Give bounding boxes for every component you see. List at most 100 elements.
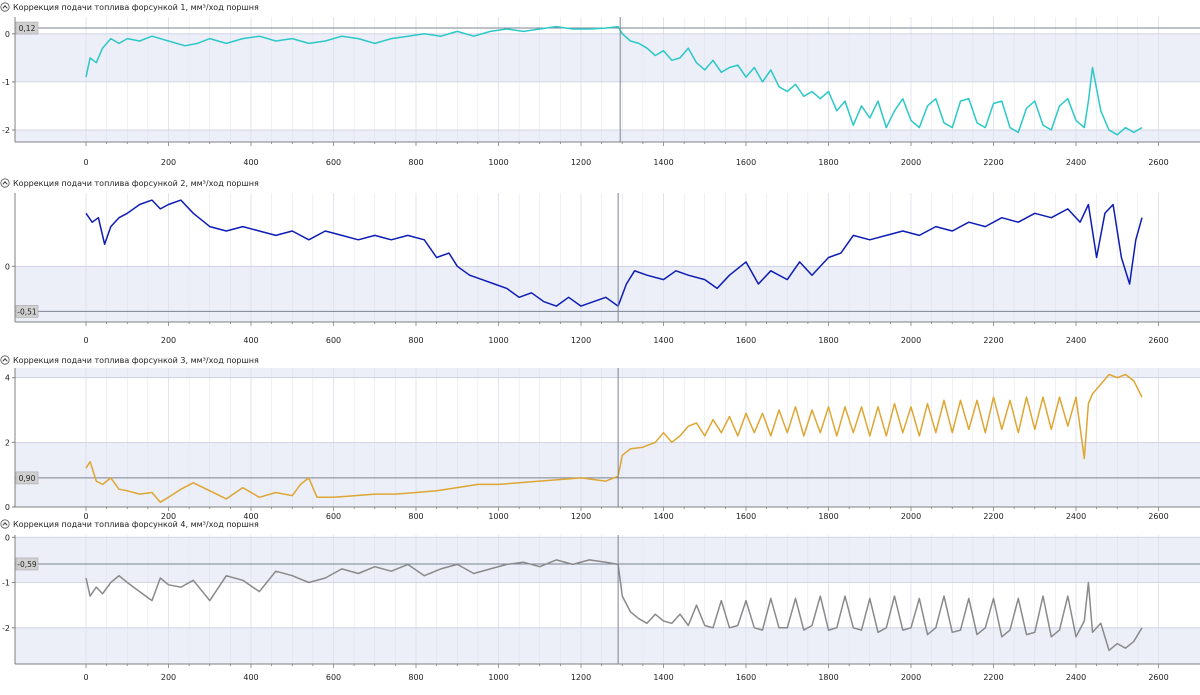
chart-panel-3: Коррекция подачи топлива форсункой 3, мм… [0, 355, 1200, 521]
y-tick-label: -2 [2, 126, 10, 135]
x-tick-label: 800 [408, 512, 423, 521]
x-tick-label: 2400 [1066, 158, 1086, 167]
x-tick-label: 1200 [571, 158, 591, 167]
chevron-circle [0, 519, 10, 529]
y-tick-label: 0 [5, 30, 10, 39]
series-line [85, 373, 1143, 503]
x-tick-label: 1000 [488, 673, 508, 682]
x-tick-label: 600 [326, 336, 341, 345]
band-1 [15, 266, 1200, 322]
x-tick-label: 2400 [1066, 673, 1086, 682]
series-line [85, 199, 1143, 307]
x-tick-label: 1000 [488, 336, 508, 345]
chart-title: Коррекция подачи топлива форсункой 2, мм… [13, 179, 259, 188]
x-tick-label: 2200 [983, 336, 1003, 345]
x-tick-label: 1200 [571, 673, 591, 682]
chevron-circle [0, 355, 10, 365]
chart-title: Коррекция подачи топлива форсункой 1, мм… [13, 3, 259, 12]
chevron-up-icon[interactable] [0, 355, 10, 365]
x-tick-label: 2400 [1066, 512, 1086, 521]
cursor-value-badge: -0,51 [15, 305, 39, 318]
y-tick-label: 0 [5, 262, 10, 271]
chevron-glyph [2, 522, 8, 526]
x-tick-label: 200 [161, 336, 176, 345]
x-tick-label: 1000 [488, 512, 508, 521]
band-2 [15, 442, 1200, 507]
chart-title: Коррекция подачи топлива форсункой 4, мм… [13, 520, 259, 529]
chevron-up-icon[interactable] [0, 519, 10, 529]
x-tick-label: 2000 [901, 336, 921, 345]
x-tick-label: 1600 [736, 512, 756, 521]
y-tick-label: 0 [5, 503, 10, 512]
x-tick-label: 1600 [736, 158, 756, 167]
cursor-value-badge: -0,59 [15, 557, 39, 571]
y-tick-label: -1 [2, 78, 10, 87]
chart-title: Коррекция подачи топлива форсункой 3, мм… [13, 356, 259, 365]
x-tick-label: 1200 [571, 512, 591, 521]
cursor-value-label: -0,51 [17, 307, 37, 316]
x-tick-label: 400 [243, 512, 258, 521]
badge-box [15, 471, 39, 485]
y-tick-label: 0 [5, 533, 10, 542]
y-tick-label: -2 [2, 624, 10, 633]
y-tick-label: -1 [2, 579, 10, 588]
x-tick-label: 600 [326, 512, 341, 521]
x-tick-label: 2600 [1148, 336, 1168, 345]
x-tick-label: 2200 [983, 512, 1003, 521]
x-tick-label: 1200 [571, 336, 591, 345]
x-tick-label: 1600 [736, 673, 756, 682]
y-tick-label: 2 [5, 438, 10, 447]
x-tick-label: 800 [408, 673, 423, 682]
band-2 [15, 627, 1200, 664]
x-tick-label: 200 [161, 512, 176, 521]
x-tick-label: 800 [408, 158, 423, 167]
band-1 [15, 537, 1200, 583]
badge-box [15, 557, 39, 571]
x-tick-label: 2200 [983, 158, 1003, 167]
band-1 [15, 368, 1200, 378]
x-tick-label: 2600 [1148, 673, 1168, 682]
x-tick-label: 400 [243, 158, 258, 167]
x-tick-label: 400 [243, 336, 258, 345]
x-tick-label: 1400 [653, 158, 673, 167]
x-tick-label: 2000 [901, 158, 921, 167]
chevron-circle [0, 2, 10, 12]
chart-panel-2: Коррекция подачи топлива форсункой 2, мм… [0, 178, 1200, 345]
series-line [85, 25, 1143, 136]
x-tick-label: 600 [326, 673, 341, 682]
x-tick-label: 1800 [818, 673, 838, 682]
x-tick-label: 2200 [983, 673, 1003, 682]
x-tick-label: 1400 [653, 336, 673, 345]
cursor-value-badge: 0,12 [15, 21, 39, 35]
band-2 [15, 129, 1200, 142]
x-tick-label: 2000 [901, 512, 921, 521]
x-tick-label: 1600 [736, 336, 756, 345]
chevron-glyph [2, 181, 8, 185]
x-tick-label: 2000 [901, 673, 921, 682]
x-tick-label: 1400 [653, 673, 673, 682]
x-tick-label: 0 [83, 673, 88, 682]
cursor-value-badge: 0,90 [15, 471, 39, 485]
chart-panel-4: Коррекция подачи топлива форсункой 4, мм… [0, 519, 1200, 682]
y-tick-label: 4 [5, 374, 10, 383]
series-line [85, 559, 1143, 652]
x-tick-label: 200 [161, 158, 176, 167]
badge-box [15, 305, 39, 318]
x-tick-label: 2600 [1148, 158, 1168, 167]
chevron-glyph [2, 358, 8, 362]
chevron-up-icon[interactable] [0, 178, 10, 188]
chevron-up-icon[interactable] [0, 2, 10, 12]
x-tick-label: 0 [83, 336, 88, 345]
cursor-value-label: 0,90 [19, 474, 36, 483]
x-tick-label: 1000 [488, 158, 508, 167]
x-tick-label: 1800 [818, 512, 838, 521]
x-tick-label: 0 [83, 158, 88, 167]
x-tick-label: 800 [408, 336, 423, 345]
x-tick-label: 1800 [818, 336, 838, 345]
chevron-glyph [2, 5, 8, 9]
cursor-value-label: -0,59 [17, 560, 37, 569]
x-tick-label: 0 [83, 512, 88, 521]
x-tick-label: 1800 [818, 158, 838, 167]
